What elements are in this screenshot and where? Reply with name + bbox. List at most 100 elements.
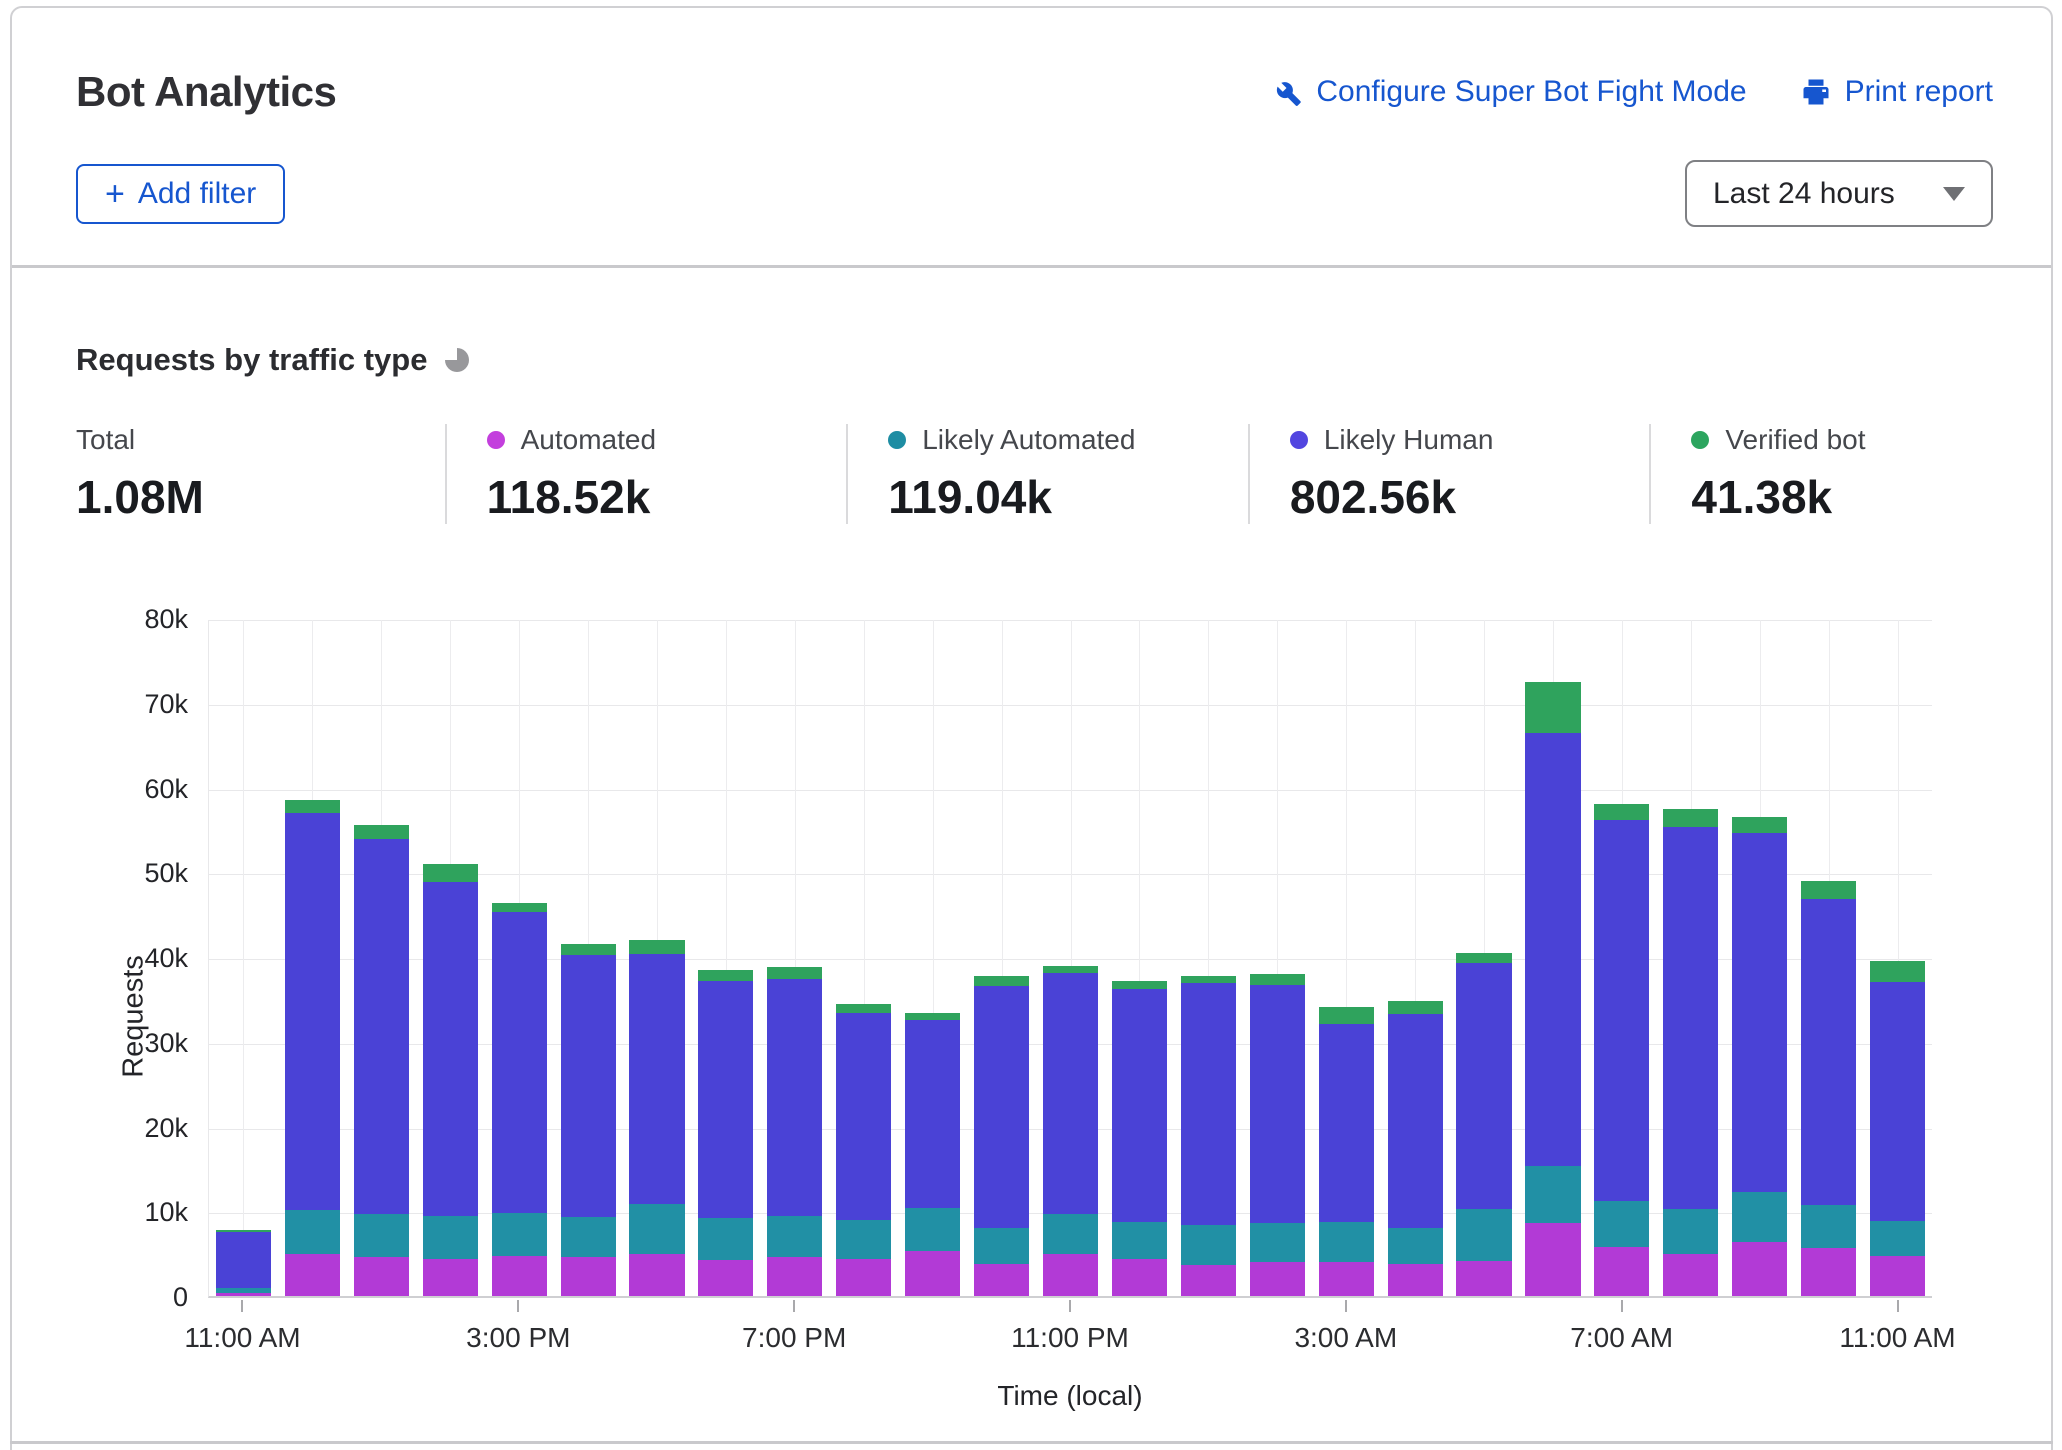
stat-total: Total1.08M [76, 424, 445, 524]
likely-human-segment [1181, 983, 1236, 1225]
y-tick-label: 20k [76, 1113, 188, 1144]
verified-bot-segment [1870, 961, 1925, 982]
bar-slot [1174, 620, 1243, 1296]
x-tick-label: 3:00 AM [1246, 1322, 1446, 1354]
verified-bot-segment [629, 940, 684, 954]
automated-segment [216, 1293, 271, 1296]
y-tick-label: 10k [76, 1197, 188, 1228]
automated-segment [1663, 1254, 1718, 1296]
bar-slot [1312, 620, 1381, 1296]
x-tick-mark [517, 1300, 519, 1312]
likely-automated-segment [354, 1214, 409, 1257]
legend-dot-icon [888, 431, 906, 449]
x-tick-mark [1897, 1300, 1899, 1312]
likely-automated-segment [285, 1210, 340, 1254]
automated-segment [698, 1260, 753, 1296]
verified-bot-segment [1112, 981, 1167, 989]
print-report-link[interactable]: Print report [1801, 75, 1993, 109]
likely-automated-segment [1043, 1214, 1098, 1255]
configure-link-label: Configure Super Bot Fight Mode [1316, 75, 1746, 109]
bar [1456, 953, 1511, 1296]
x-tick-mark [1069, 1300, 1071, 1312]
automated-segment [767, 1257, 822, 1296]
likely-automated-segment [698, 1218, 753, 1260]
likely-automated-segment [1801, 1205, 1856, 1247]
likely-human-segment [1388, 1014, 1443, 1228]
automated-segment [1732, 1242, 1787, 1296]
x-axis-title: Time (local) [208, 1380, 1932, 1412]
stat-verified-bot: Verified bot 41.38k [1649, 424, 2051, 524]
bar-slot [1656, 620, 1725, 1296]
x-tick-label: 11:00 AM [1798, 1322, 1998, 1354]
bar-slot [1243, 620, 1312, 1296]
bar [1043, 966, 1098, 1296]
y-tick-label: 30k [76, 1028, 188, 1059]
stat-label: Likely Human [1324, 424, 1494, 456]
likely-automated-segment [1525, 1166, 1580, 1223]
bar-slot [1794, 620, 1863, 1296]
stat-label-row: Total [76, 424, 445, 456]
likely-automated-segment [1388, 1228, 1443, 1264]
likely-human-segment [1250, 985, 1305, 1223]
automated-segment [561, 1257, 616, 1296]
verified-bot-segment [1043, 966, 1098, 973]
likely-human-segment [1663, 827, 1718, 1208]
bar [285, 800, 340, 1296]
x-tick-mark [241, 1300, 243, 1312]
likely-automated-segment [974, 1228, 1029, 1264]
automated-segment [492, 1256, 547, 1296]
bar [1181, 976, 1236, 1296]
bar [1663, 809, 1718, 1296]
y-tick-label: 60k [76, 774, 188, 805]
verified-bot-segment [698, 970, 753, 981]
likely-automated-segment [767, 1216, 822, 1257]
stat-value: 41.38k [1691, 470, 2051, 524]
likely-human-segment [767, 979, 822, 1216]
stat-label-row: Likely Human [1290, 424, 1650, 456]
bar-slot [623, 620, 692, 1296]
likely-human-segment [836, 1013, 891, 1220]
printer-icon [1801, 77, 1831, 107]
stats-row: Total1.08MAutomated118.52kLikely Automat… [76, 424, 2051, 524]
likely-automated-segment [905, 1208, 960, 1251]
likely-automated-segment [423, 1216, 478, 1259]
add-filter-button[interactable]: + Add filter [76, 164, 285, 224]
verified-bot-segment [354, 825, 409, 839]
stat-label: Verified bot [1725, 424, 1865, 456]
likely-human-segment [1870, 982, 1925, 1221]
bar-slot [1519, 620, 1588, 1296]
likely-human-segment [1456, 963, 1511, 1209]
chart-area: Requests Time (local) 010k20k30k40k50k60… [76, 620, 2051, 1416]
bar [1801, 881, 1856, 1296]
bar [698, 970, 753, 1296]
bar-slot [1725, 620, 1794, 1296]
stat-label-row: Likely Automated [888, 424, 1248, 456]
stat-label-row: Verified bot [1691, 424, 2051, 456]
likely-human-segment [354, 839, 409, 1214]
verified-bot-segment [1181, 976, 1236, 984]
verified-bot-segment [1732, 817, 1787, 833]
likely-automated-segment [1250, 1223, 1305, 1262]
likely-human-segment [905, 1020, 960, 1208]
likely-automated-segment [561, 1217, 616, 1257]
x-tick-label: 3:00 PM [418, 1322, 618, 1354]
x-tick-mark [1621, 1300, 1623, 1312]
likely-automated-segment [1456, 1209, 1511, 1262]
time-range-dropdown[interactable]: Last 24 hours [1685, 160, 1993, 227]
bar [1319, 1007, 1374, 1296]
automated-segment [1112, 1259, 1167, 1296]
automated-segment [1801, 1248, 1856, 1296]
y-tick-label: 50k [76, 858, 188, 889]
likely-automated-segment [1319, 1222, 1374, 1262]
bar-slot [209, 620, 278, 1296]
x-tick-label: 11:00 AM [142, 1322, 342, 1354]
configure-super-bot-fight-mode-link[interactable]: Configure Super Bot Fight Mode [1272, 75, 1746, 109]
stat-label: Automated [521, 424, 656, 456]
likely-human-segment [423, 882, 478, 1215]
add-filter-label: Add filter [138, 177, 256, 211]
x-tick-label: 7:00 PM [694, 1322, 894, 1354]
page-title: Bot Analytics [76, 68, 336, 116]
x-tick-mark [1345, 1300, 1347, 1312]
likely-human-segment [1319, 1024, 1374, 1222]
bar [1732, 817, 1787, 1296]
